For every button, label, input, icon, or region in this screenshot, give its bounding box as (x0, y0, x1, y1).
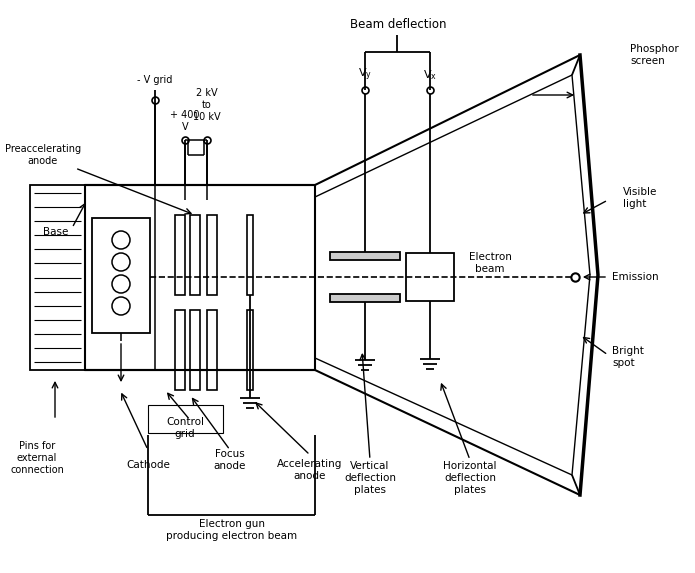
Text: Bright
spot: Bright spot (612, 346, 644, 368)
Bar (85, 185, 315, 370)
Bar (190, 215, 200, 295)
Bar (247, 215, 253, 295)
Bar (207, 215, 217, 295)
Text: Vertical
deflection
plates: Vertical deflection plates (344, 461, 396, 494)
Bar (175, 310, 185, 390)
Bar (148, 405, 223, 433)
Bar (330, 252, 400, 260)
Text: Pins for
external
connection: Pins for external connection (10, 441, 64, 474)
Bar (330, 294, 400, 302)
Text: Control
grid: Control grid (166, 417, 204, 439)
Bar (406, 253, 454, 301)
Text: Cathode: Cathode (126, 460, 170, 470)
Text: Beam deflection: Beam deflection (350, 18, 446, 32)
Bar (207, 310, 217, 390)
Text: Preaccelerating
anode: Preaccelerating anode (5, 144, 81, 166)
Text: 2 kV
to
10 kV: 2 kV to 10 kV (193, 88, 221, 121)
Bar (30, 185, 85, 370)
Text: Visible
light: Visible light (623, 187, 657, 209)
Text: Accelerating
anode: Accelerating anode (277, 459, 343, 481)
Text: $\mathregular{V_y}$: $\mathregular{V_y}$ (358, 67, 372, 83)
Bar (175, 215, 185, 295)
Bar (92, 218, 150, 333)
Text: Emission: Emission (612, 272, 659, 282)
Text: V: V (181, 122, 188, 132)
Bar (247, 310, 253, 390)
Text: Horizontal
deflection
plates: Horizontal deflection plates (443, 461, 497, 494)
Text: Base: Base (43, 227, 68, 237)
Text: + 400: + 400 (170, 110, 199, 120)
Text: Phosphor
screen: Phosphor screen (630, 44, 679, 66)
Text: Electron gun
producing electron beam: Electron gun producing electron beam (166, 519, 297, 541)
Text: Focus
anode: Focus anode (214, 449, 246, 471)
Text: $\mathregular{V_x}$: $\mathregular{V_x}$ (423, 68, 437, 82)
Text: - V grid: - V grid (138, 75, 172, 85)
Text: Electron
beam: Electron beam (468, 252, 512, 274)
Bar (190, 310, 200, 390)
